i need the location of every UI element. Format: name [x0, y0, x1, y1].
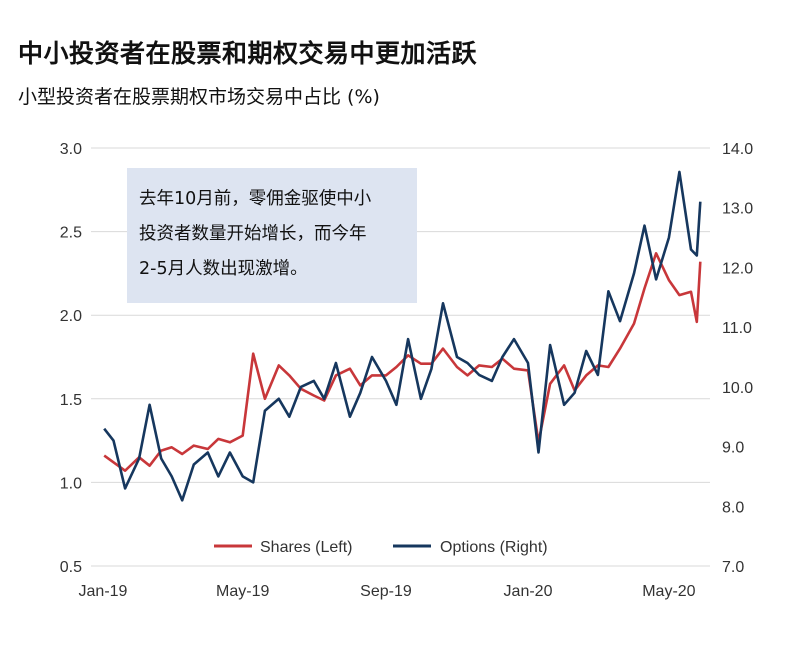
left-tick-label: 3.0: [60, 141, 82, 158]
right-tick-label: 8.0: [722, 499, 744, 516]
series-lines: [103, 170, 702, 502]
right-axis-ticks: 7.0 8.0 9.0 10.0 11.0 12.0 13.0 14.0: [722, 141, 753, 576]
left-tick-label: 0.5: [60, 559, 82, 576]
right-tick-label: 7.0: [722, 559, 744, 576]
x-axis-ticks: Jan-19 May-19 Sep-19 Jan-20 May-20: [79, 583, 696, 600]
chart-title: 中小投资者在股票和期权交易中更加活跃: [18, 39, 478, 68]
chart-subtitle: 小型投资者在股票期权市场交易中占比 (%): [18, 86, 380, 108]
left-axis-ticks: 0.5 1.0 1.5 2.0 2.5 3.0: [60, 141, 82, 576]
x-tick-label: May-19: [216, 583, 269, 600]
x-tick-label: Sep-19: [360, 583, 412, 600]
right-tick-label: 9.0: [722, 440, 744, 457]
right-tick-label: 10.0: [722, 380, 753, 397]
x-tick-label: May-20: [642, 583, 695, 600]
right-tick-label: 13.0: [722, 201, 753, 218]
left-tick-label: 1.5: [60, 392, 82, 409]
right-tick-label: 12.0: [722, 260, 753, 277]
legend-label: Shares (Left): [260, 539, 352, 556]
series-line-options: [103, 170, 702, 502]
left-tick-label: 1.0: [60, 475, 82, 492]
right-tick-label: 11.0: [722, 320, 752, 337]
right-tick-label: 14.0: [722, 141, 753, 158]
legend-label: Options (Right): [440, 539, 548, 556]
series-line-shares: [103, 252, 702, 473]
annotation-box: 去年10月前，零佣金驱使中小 投资者数量开始增长，而今年 2-5月人数出现激增。: [127, 168, 417, 303]
left-tick-label: 2.5: [60, 225, 82, 242]
left-tick-label: 2.0: [60, 308, 82, 325]
legend: Shares (Left) Options (Right): [214, 539, 548, 556]
x-tick-label: Jan-20: [504, 583, 553, 600]
x-tick-label: Jan-19: [79, 583, 128, 600]
